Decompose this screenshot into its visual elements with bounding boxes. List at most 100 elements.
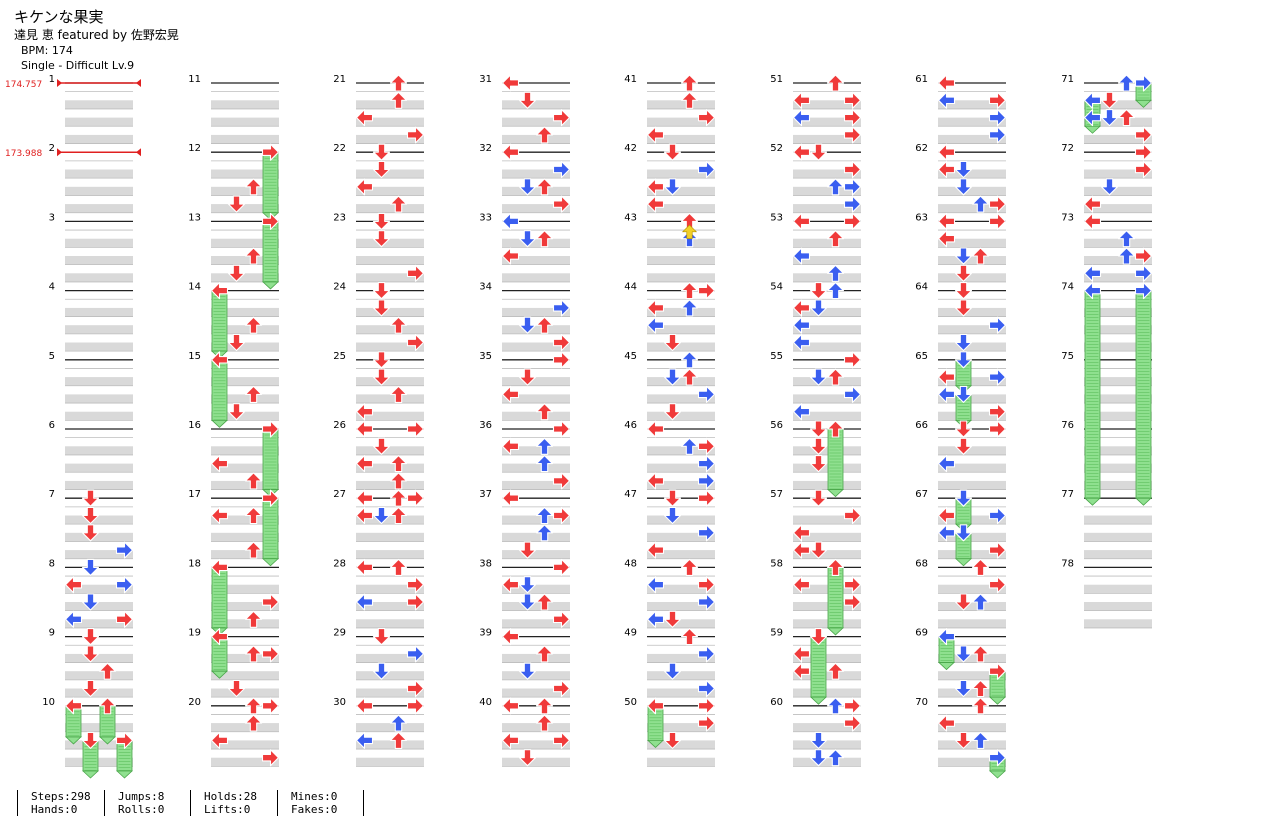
beat-gap <box>65 316 133 326</box>
beat-band <box>647 480 715 490</box>
beat-band <box>211 653 279 663</box>
arrow-note-down <box>809 143 828 161</box>
arrow-note-right <box>988 91 1007 109</box>
beat-band <box>938 757 1006 767</box>
hold-note-right <box>261 151 280 221</box>
beat-band <box>356 359 424 369</box>
song-artist: 達見 恵 featured by 佐野宏晃 <box>14 28 179 42</box>
measure-1: 1 <box>49 74 133 153</box>
beat-gap <box>938 662 1006 672</box>
measure-57: 57 <box>770 489 861 568</box>
beat-band <box>211 169 279 179</box>
beat-band <box>502 100 570 109</box>
arrow-note-right <box>406 645 425 663</box>
beat-band <box>938 705 1006 715</box>
beat-band <box>793 83 861 92</box>
beat-band <box>793 186 861 196</box>
arrow-note-up <box>826 662 845 680</box>
beat-gap <box>1084 472 1152 481</box>
beat-gap <box>938 385 1006 395</box>
measure-41: 41 <box>624 74 715 153</box>
beat-gap <box>65 281 133 291</box>
beat-band <box>502 325 570 334</box>
beat-band <box>211 134 279 144</box>
measure-62: 62 <box>915 143 1006 222</box>
arrow-note-down <box>663 333 682 352</box>
beat-band <box>211 480 279 490</box>
beat-band <box>65 186 133 196</box>
bpm-marker-right <box>136 148 141 157</box>
arrow-note-down <box>954 645 973 663</box>
arrow-note-up <box>244 541 263 559</box>
measure-16: 16 <box>188 420 279 499</box>
arrow-note-right <box>406 420 425 438</box>
arrow-note-down <box>809 299 828 317</box>
beat-gap <box>65 454 133 464</box>
beat-gap <box>938 230 1006 239</box>
beat-gap <box>647 489 715 499</box>
measure-61: 61 <box>915 74 1006 153</box>
arrow-note-right <box>552 420 571 438</box>
beat-gap <box>938 420 1006 429</box>
beat-band <box>793 342 861 352</box>
beat-band <box>938 723 1006 732</box>
arrow-note-left <box>937 91 956 109</box>
arrow-note-up <box>535 506 554 525</box>
beat-gap <box>502 108 570 118</box>
measure-23: 23 <box>333 212 424 291</box>
measure-43: 43 <box>624 212 715 291</box>
arrow-note-right <box>697 593 716 611</box>
arrow-note-right <box>843 178 862 196</box>
measure-number: 77 <box>1061 489 1074 500</box>
measure-number: 15 <box>188 351 201 362</box>
beat-gap <box>1084 576 1152 585</box>
hold-note-down <box>81 740 100 779</box>
arrow-note-right <box>406 679 425 698</box>
arrow-note-up <box>971 593 990 611</box>
beat-gap <box>356 645 424 654</box>
beat-band <box>211 152 279 161</box>
arrow-note-right <box>697 455 716 473</box>
arrow-note-right <box>697 679 716 698</box>
beat-band <box>1084 204 1152 213</box>
beat-band <box>211 83 279 92</box>
beat-gap <box>502 316 570 326</box>
beat-band <box>502 152 570 161</box>
arrow-note-left <box>937 230 956 248</box>
arrow-note-right <box>261 593 280 611</box>
beat-gap <box>502 178 570 187</box>
measure-number: 63 <box>915 212 928 223</box>
hold-body <box>1084 290 1101 499</box>
measure-number: 49 <box>624 628 637 639</box>
arrow-note-right <box>843 506 862 525</box>
beat-gap <box>1084 489 1152 499</box>
arrow-note-right <box>1134 264 1153 282</box>
beat-band <box>1084 256 1152 265</box>
arrow-note-up <box>535 126 554 144</box>
beat-gap <box>938 368 1006 378</box>
measure-number: 1 <box>49 74 55 85</box>
beat-gap <box>65 714 133 724</box>
beat-band <box>938 238 1006 248</box>
beat-gap <box>65 264 133 274</box>
arrow-note-up <box>680 437 699 455</box>
beat-gap <box>502 212 570 222</box>
hold-note-right <box>1134 290 1153 506</box>
beat-band <box>211 411 279 421</box>
measure-37: 37 <box>479 489 570 568</box>
step-chart: 1234567891011121314151617181920212223242… <box>5 74 1153 779</box>
beat-gap <box>502 472 570 481</box>
arrow-note-right <box>261 420 280 438</box>
beat-gap <box>211 230 279 239</box>
beat-band <box>1084 446 1152 455</box>
arrow-note-up <box>826 558 845 576</box>
arrow-note-left <box>355 558 374 576</box>
measure-number: 39 <box>479 628 492 639</box>
beat-gap <box>211 385 279 395</box>
beat-gap <box>793 351 861 360</box>
measure-number: 7 <box>49 489 55 500</box>
beat-gap <box>211 281 279 291</box>
measure-number: 19 <box>188 628 201 639</box>
beat-band <box>647 671 715 680</box>
beat-band <box>793 550 861 559</box>
